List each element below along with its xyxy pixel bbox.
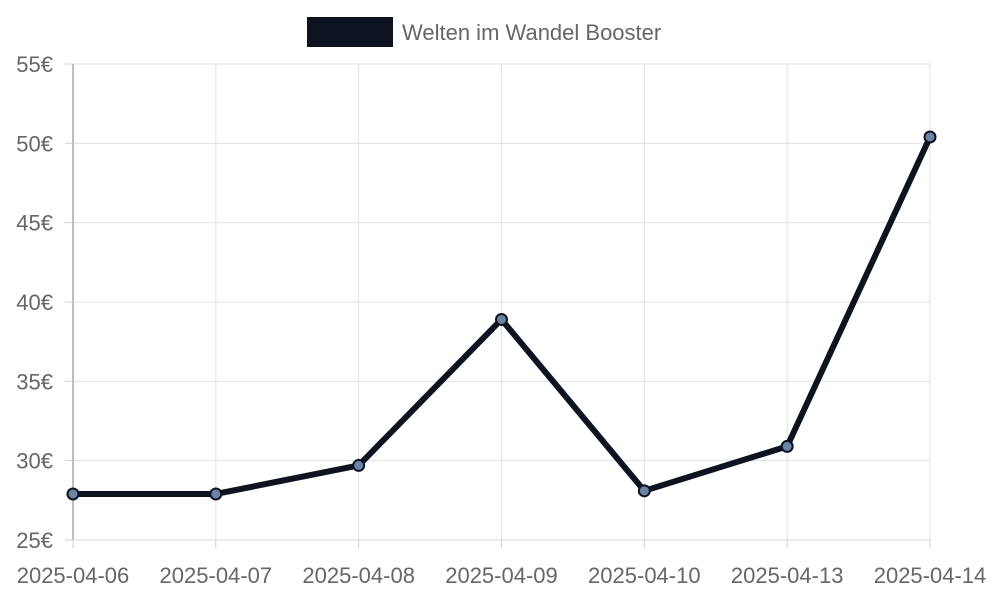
x-tick-label: 2025-04-07 <box>160 563 273 588</box>
y-tick-label: 40€ <box>16 290 53 315</box>
y-tick-label: 25€ <box>16 528 53 553</box>
data-point[interactable] <box>66 487 80 501</box>
y-tick-label: 55€ <box>16 52 53 77</box>
series <box>66 130 937 501</box>
x-tick-label: 2025-04-13 <box>731 563 844 588</box>
legend-label[interactable]: Welten im Wandel Booster <box>402 20 661 45</box>
y-axis-ticks: 25€ 30€ 35€ 40€ 45€ 50€ 55€ <box>16 52 73 553</box>
grid <box>72 63 931 541</box>
data-point[interactable] <box>923 130 937 144</box>
y-tick-label: 50€ <box>16 131 53 156</box>
x-tick-label: 2025-04-06 <box>17 563 130 588</box>
x-axis-ticks: 2025-04-06 2025-04-07 2025-04-08 2025-04-09… <box>17 540 987 588</box>
data-point[interactable] <box>495 312 508 326</box>
data-point[interactable] <box>637 484 651 498</box>
x-tick-label: 2025-04-14 <box>874 563 987 588</box>
y-tick-label: 35€ <box>16 369 53 394</box>
data-point[interactable] <box>352 458 366 472</box>
y-tick-label: 45€ <box>16 211 53 236</box>
y-tick-label: 30€ <box>16 449 53 474</box>
legend[interactable]: Welten im Wandel Booster <box>307 17 661 47</box>
x-tick-label: 2025-04-09 <box>445 563 558 588</box>
x-tick-label: 2025-04-10 <box>588 563 701 588</box>
data-point[interactable] <box>209 487 223 501</box>
data-point[interactable] <box>780 439 794 453</box>
x-tick-label: 2025-04-08 <box>302 563 415 588</box>
legend-swatch[interactable] <box>307 17 393 47</box>
